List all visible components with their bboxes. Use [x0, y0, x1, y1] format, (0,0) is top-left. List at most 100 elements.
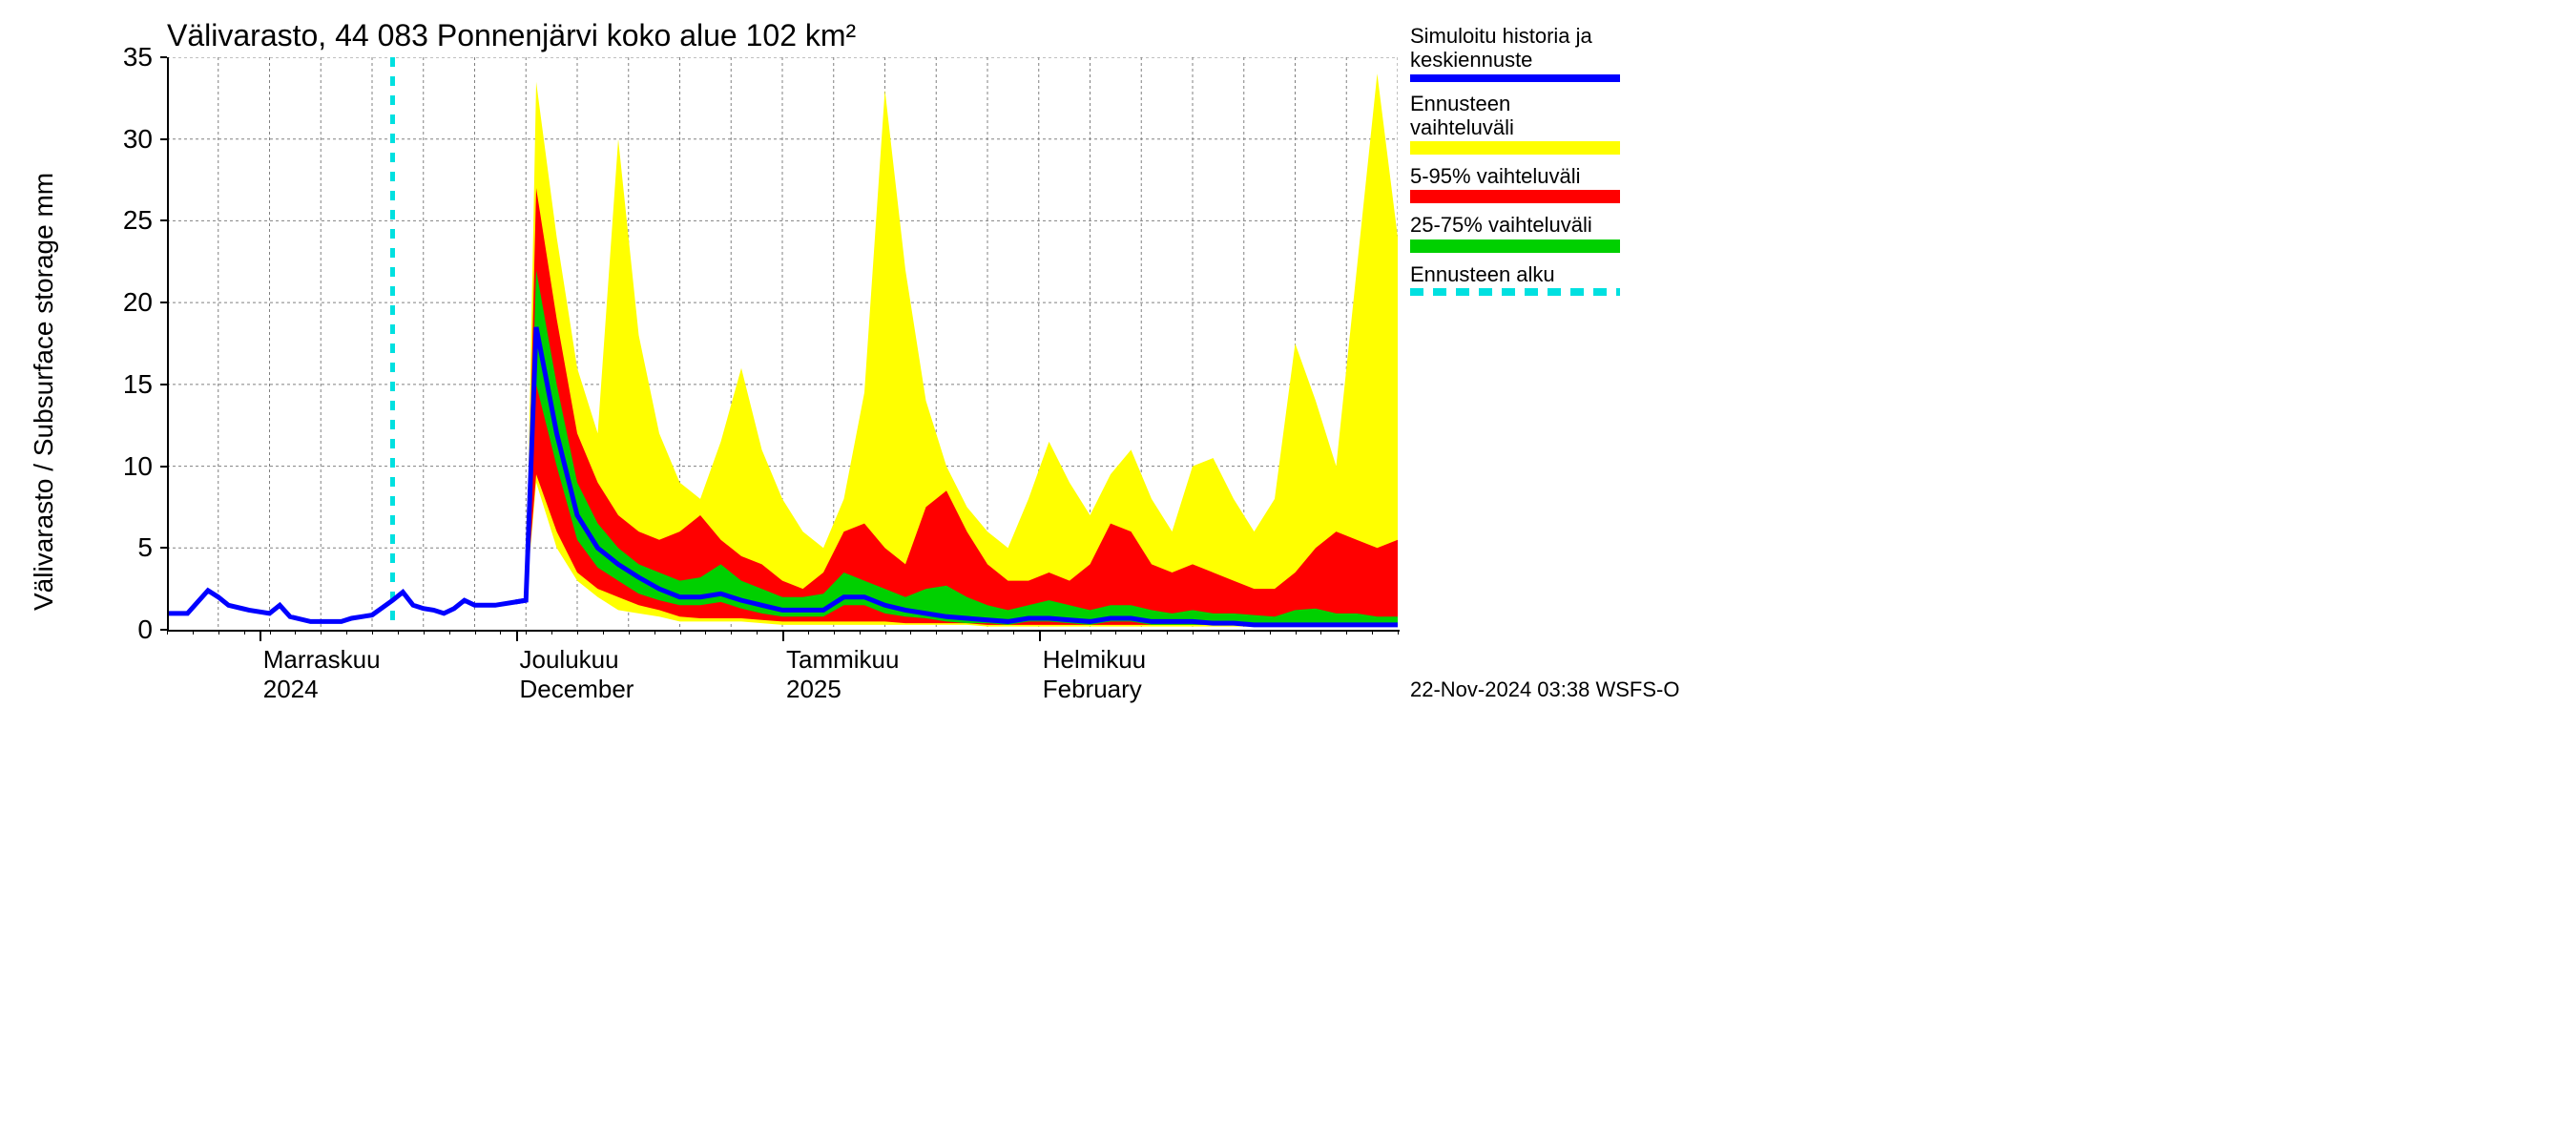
x-tick-minor — [1372, 630, 1373, 635]
x-tick-minor — [1013, 630, 1014, 635]
x-tick-minor — [860, 630, 861, 635]
x-tick-minor — [526, 630, 527, 635]
x-axis-label-group: Marraskuu2024 — [263, 645, 381, 704]
y-axis-label: Välivarasto / Subsurface storage mm — [29, 173, 59, 611]
x-axis-label-group: Tammikuu2025 — [786, 645, 899, 704]
timestamp-text: 22-Nov-2024 03:38 WSFS-O — [1410, 677, 1679, 702]
x-label-top: Helmikuu — [1043, 645, 1146, 675]
x-tick-minor — [1270, 630, 1271, 635]
x-tick-minor — [398, 630, 399, 635]
x-tick-minor — [244, 630, 245, 635]
x-tick-minor — [603, 630, 604, 635]
x-tick-minor — [834, 630, 835, 635]
legend-text: Ennusteen vaihteluväli — [1410, 92, 1620, 140]
x-tick-mark — [1039, 630, 1041, 641]
x-tick-minor — [962, 630, 963, 635]
y-tick-mark — [160, 629, 167, 631]
x-tick-minor — [1398, 630, 1399, 635]
x-tick-minor — [167, 630, 168, 635]
x-label-bottom: December — [520, 675, 634, 704]
x-tick-minor — [1193, 630, 1194, 635]
x-tick-minor — [551, 630, 552, 635]
x-tick-minor — [1167, 630, 1168, 635]
legend-item: Ennusteen alku — [1410, 262, 1620, 296]
legend-item: 25-75% vaihteluväli — [1410, 213, 1620, 252]
legend-swatch — [1410, 288, 1620, 296]
y-tick-mark — [160, 138, 167, 140]
legend-text: 5-95% vaihteluväli — [1410, 164, 1620, 188]
legend-text: Simuloitu historia ja — [1410, 24, 1620, 48]
legend-text: Ennusteen alku — [1410, 262, 1620, 286]
x-tick-minor — [680, 630, 681, 635]
x-tick-minor — [346, 630, 347, 635]
y-tick-mark — [160, 547, 167, 549]
legend-item: 5-95% vaihteluväli — [1410, 164, 1620, 203]
legend-item: Ennusteen vaihteluväli — [1410, 92, 1620, 156]
x-tick-minor — [321, 630, 322, 635]
y-tick-mark — [160, 302, 167, 303]
x-tick-minor — [295, 630, 296, 635]
legend-item: Simuloitu historia jakeskiennuste — [1410, 24, 1620, 82]
x-tick-minor — [1320, 630, 1321, 635]
legend-swatch — [1410, 141, 1620, 155]
y-tick-label: 30 — [105, 124, 153, 155]
x-tick-minor — [731, 630, 732, 635]
x-tick-minor — [629, 630, 630, 635]
legend: Simuloitu historia jakeskiennuste Ennuste… — [1410, 24, 1620, 305]
x-tick-minor — [885, 630, 886, 635]
x-label-bottom: 2024 — [263, 675, 381, 704]
plot-area — [167, 57, 1400, 632]
x-tick-minor — [1296, 630, 1297, 635]
y-tick-mark — [160, 384, 167, 385]
y-tick-label: 5 — [105, 532, 153, 563]
x-tick-minor — [424, 630, 425, 635]
legend-swatch — [1410, 239, 1620, 253]
x-label-bottom: 2025 — [786, 675, 899, 704]
x-tick-minor — [475, 630, 476, 635]
x-tick-minor — [654, 630, 655, 635]
x-tick-minor — [500, 630, 501, 635]
x-axis-label-group: HelmikuuFebruary — [1043, 645, 1146, 704]
legend-swatch — [1410, 74, 1620, 82]
x-tick-minor — [218, 630, 219, 635]
y-tick-mark — [160, 466, 167, 468]
x-label-top: Joulukuu — [520, 645, 634, 675]
x-tick-mark — [260, 630, 261, 641]
x-tick-minor — [372, 630, 373, 635]
y-tick-mark — [160, 219, 167, 221]
y-tick-label: 25 — [105, 205, 153, 236]
legend-text: keskiennuste — [1410, 48, 1620, 72]
legend-text: 25-75% vaihteluväli — [1410, 213, 1620, 237]
x-tick-minor — [1115, 630, 1116, 635]
x-axis-label-group: JoulukuuDecember — [520, 645, 634, 704]
x-label-top: Marraskuu — [263, 645, 381, 675]
x-tick-minor — [1065, 630, 1066, 635]
x-tick-minor — [193, 630, 194, 635]
x-tick-minor — [987, 630, 988, 635]
x-tick-minor — [577, 630, 578, 635]
y-tick-label: 35 — [105, 42, 153, 73]
x-tick-minor — [1218, 630, 1219, 635]
x-tick-minor — [1346, 630, 1347, 635]
x-tick-minor — [910, 630, 911, 635]
x-tick-minor — [936, 630, 937, 635]
x-tick-minor — [705, 630, 706, 635]
y-tick-label: 0 — [105, 614, 153, 645]
x-tick-minor — [808, 630, 809, 635]
x-tick-minor — [1141, 630, 1142, 635]
chart-title: Välivarasto, 44 083 Ponnenjärvi koko alu… — [167, 18, 856, 53]
x-tick-minor — [757, 630, 758, 635]
y-tick-label: 10 — [105, 451, 153, 482]
legend-swatch — [1410, 190, 1620, 203]
x-tick-minor — [1244, 630, 1245, 635]
x-tick-mark — [516, 630, 518, 641]
x-tick-mark — [782, 630, 784, 641]
chart-container — [167, 57, 1398, 630]
x-tick-minor — [449, 630, 450, 635]
y-tick-mark — [160, 56, 167, 58]
y-tick-label: 15 — [105, 369, 153, 400]
x-tick-minor — [270, 630, 271, 635]
y-tick-label: 20 — [105, 287, 153, 318]
x-label-bottom: February — [1043, 675, 1146, 704]
x-label-top: Tammikuu — [786, 645, 899, 675]
